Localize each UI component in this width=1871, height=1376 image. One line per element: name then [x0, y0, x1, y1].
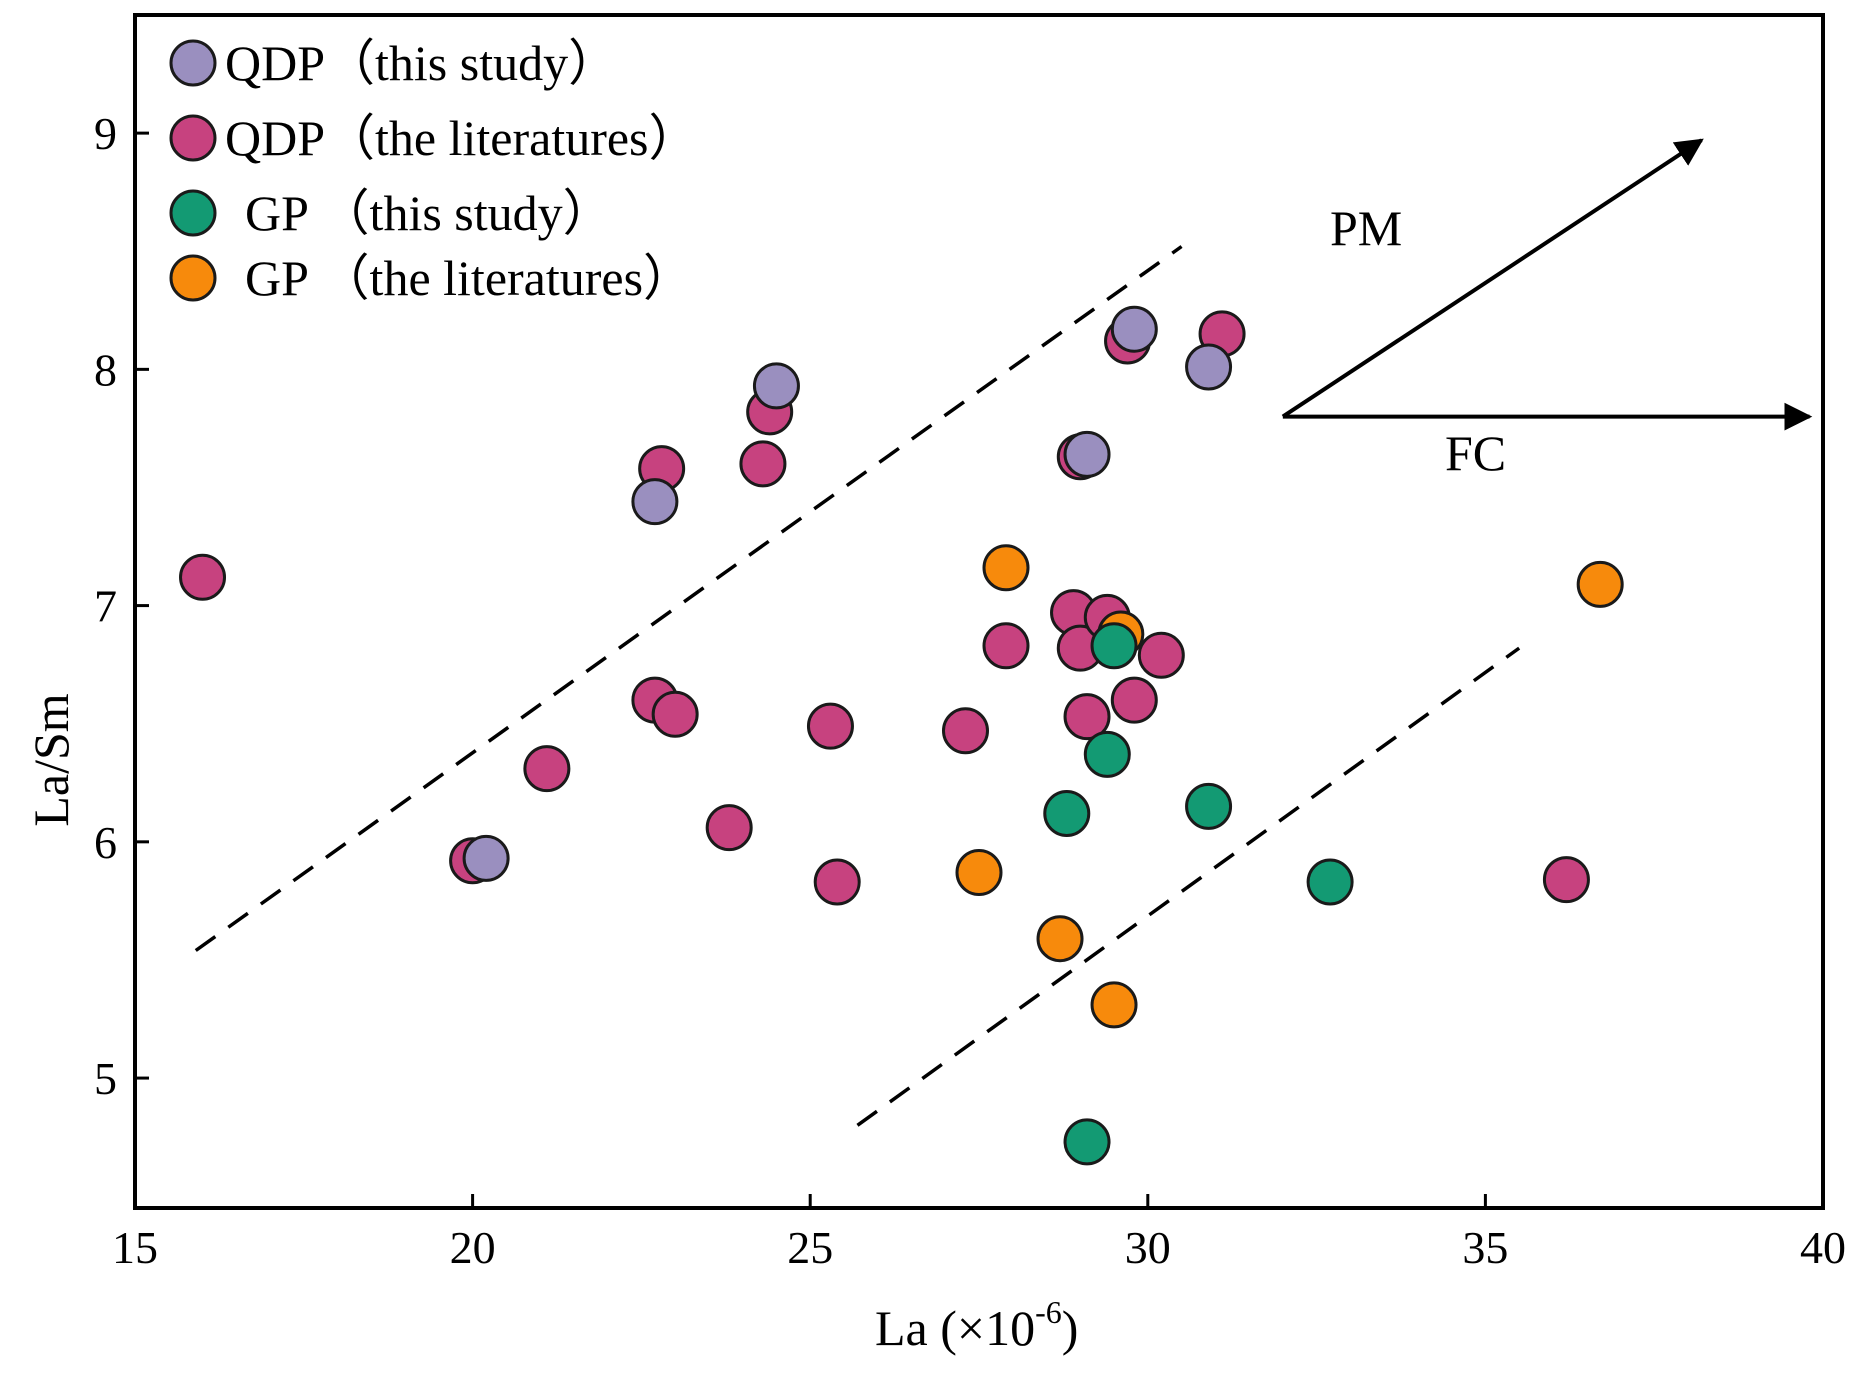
point-gp-this-study-3	[1090, 622, 1138, 670]
x-tick-label-20: 20	[450, 1222, 496, 1273]
y-tick-label-6: 6	[94, 817, 117, 868]
dashed-trend-lines	[194, 245, 1521, 1127]
point-qdp-the-literatures-23	[1542, 856, 1590, 904]
point-gp-the-literatures-3	[1036, 915, 1084, 963]
x-axis-title-superscript: -6	[1035, 1294, 1062, 1330]
point-qdp-this-study-1	[462, 834, 510, 882]
dashed-line-1	[194, 245, 1183, 952]
y-tick-label-7: 7	[94, 581, 117, 632]
dashed-line-2	[856, 646, 1521, 1127]
point-qdp-the-literatures-18	[1110, 676, 1158, 724]
x-axis-title: La (×10-6)	[875, 1294, 1078, 1356]
y-tick-label-9: 9	[94, 108, 117, 159]
point-qdp-the-literatures-13	[982, 622, 1030, 670]
legend-marker-gp-literatures	[169, 254, 217, 302]
legend-marker-gp-this-study	[169, 189, 217, 237]
point-qdp-this-study-6	[1185, 343, 1233, 391]
x-tick-label-25: 25	[787, 1222, 833, 1273]
x-tick-label-30: 30	[1125, 1222, 1171, 1273]
point-qdp-the-literatures-7	[705, 804, 753, 852]
point-qdp-the-literatures-8	[739, 440, 787, 488]
point-qdp-the-literatures-11	[813, 858, 861, 906]
point-qdp-this-study-2	[631, 478, 679, 526]
fc-label: FC	[1445, 425, 1506, 481]
point-qdp-the-literatures-3	[523, 745, 571, 793]
x-tick-label-15: 15	[112, 1222, 158, 1273]
point-gp-this-study-1	[1043, 789, 1091, 837]
pm-label: PM	[1330, 200, 1402, 256]
legend-marker-qdp-literatures	[169, 114, 217, 162]
legend-marker-qdp-this-study	[169, 39, 217, 87]
point-gp-the-literatures-1	[982, 544, 1030, 592]
point-qdp-this-study-4	[1063, 430, 1111, 478]
point-gp-this-study-2	[1083, 730, 1131, 778]
legend-label-gp-literatures: GP （the literatures）	[245, 250, 693, 306]
point-qdp-the-literatures-12	[941, 707, 989, 755]
point-gp-this-study-5	[1306, 858, 1354, 906]
y-tick-label-8: 8	[94, 344, 117, 395]
legend-label-qdp-this-study: QDP（this study）	[225, 35, 618, 91]
plot-frame	[133, 13, 1825, 1210]
point-qdp-the-literatures-19	[1137, 631, 1185, 679]
y-axis-title: La/Sm	[23, 693, 79, 826]
x-axis-title-close: )	[1062, 1300, 1079, 1356]
point-gp-the-literatures-4	[1090, 981, 1138, 1029]
legend-label-qdp-literatures: QDP（the literatures）	[225, 110, 699, 166]
point-qdp-this-study-5	[1110, 305, 1158, 353]
x-axis-title-main: La (×10	[875, 1300, 1035, 1356]
y-tick-label-5: 5	[94, 1053, 117, 1104]
point-qdp-the-literatures-10	[806, 702, 854, 750]
point-gp-this-study-6	[1063, 1118, 1111, 1166]
point-gp-the-literatures-6	[1576, 560, 1624, 608]
data-points	[179, 305, 1624, 1166]
x-tick-label-40: 40	[1800, 1222, 1846, 1273]
pm-arrow	[1281, 138, 1704, 419]
point-gp-this-study-4	[1185, 782, 1233, 830]
point-qdp-this-study-3	[752, 362, 800, 410]
legend-label-gp-this-study: GP （this study）	[245, 185, 613, 241]
point-gp-the-literatures-2	[955, 849, 1003, 897]
point-qdp-the-literatures-16	[1063, 693, 1111, 741]
point-qdp-the-literatures-1	[179, 553, 227, 601]
x-tick-label-35: 35	[1462, 1222, 1508, 1273]
process-arrows	[1281, 138, 1813, 431]
point-qdp-the-literatures-5	[651, 690, 699, 738]
axis-ticks: 15 20 25 30 35 40 5 6 7 8 9	[94, 108, 1846, 1273]
legend: QDP（this study） QDP（the literatures） GP …	[169, 35, 699, 306]
